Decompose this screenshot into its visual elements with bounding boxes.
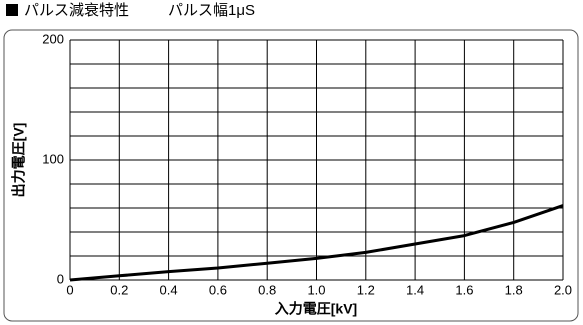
x-tick-label: 0: [66, 282, 73, 297]
x-tick-label: 0.8: [258, 282, 276, 297]
x-tick-label: 0.4: [160, 282, 178, 297]
chart-title: パルス減衰特性: [24, 2, 129, 19]
x-axis-title: 入力電圧[kV]: [275, 301, 357, 317]
data-line: [69, 204, 564, 282]
y-axis-title: 出力電圧[V]: [11, 123, 27, 198]
chart-subtitle: パルス幅1μS: [168, 2, 255, 19]
x-tick-label: 0.6: [209, 282, 227, 297]
x-tick-label: 1.0: [307, 282, 325, 297]
x-tick-label: 0.2: [110, 282, 128, 297]
x-tick-label: 1.2: [357, 282, 375, 297]
x-tick-label: 2.0: [554, 282, 572, 297]
x-tick-label: 1.4: [406, 282, 424, 297]
y-tick-label: 200: [42, 31, 64, 46]
frame: [3, 29, 579, 322]
y-tick-label: 100: [42, 151, 64, 166]
x-tick-label: 1.8: [505, 282, 523, 297]
x-tick-label: 1.6: [455, 282, 473, 297]
title-marker: [6, 4, 18, 16]
y-tick-label: 0: [57, 271, 64, 286]
